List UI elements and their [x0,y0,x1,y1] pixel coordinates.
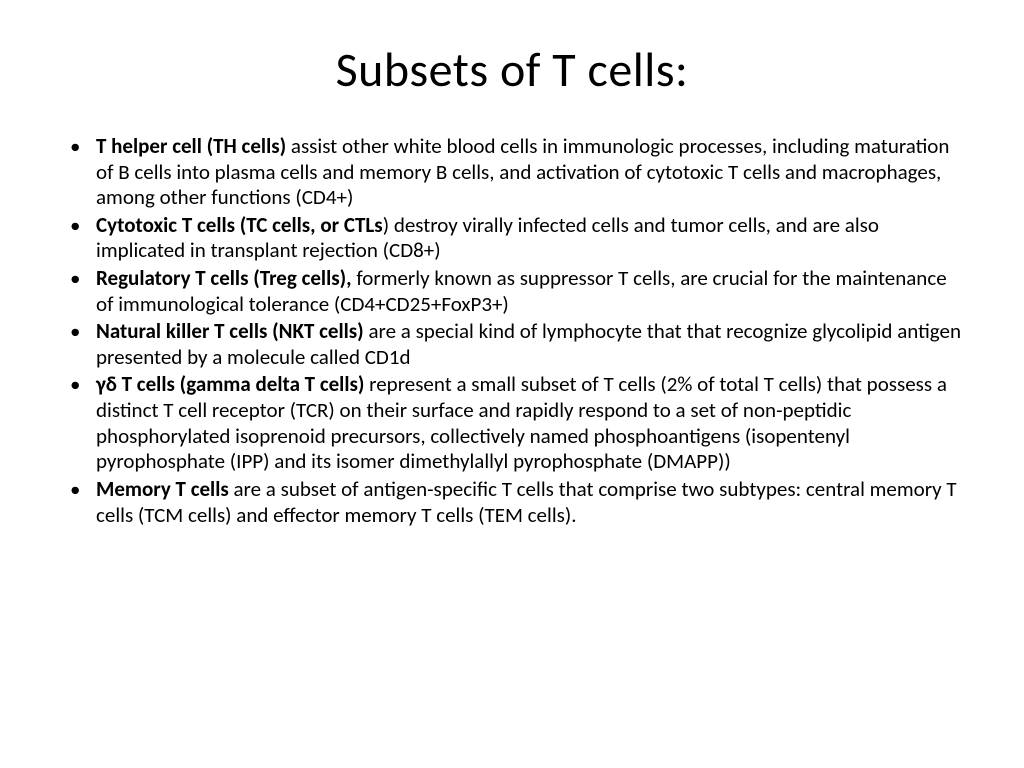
bullet-bold-text: Memory T cells [96,476,229,502]
bullet-bold-text: γδ T cells (gamma delta T cells) [96,371,364,397]
slide-title: Subsets of T cells: [60,40,964,99]
list-item: Cytotoxic T cells (TC cells, or CTLs) de… [60,213,964,264]
bullet-bold-text: Natural killer T cells (NKT cells) [96,318,364,344]
bullet-bold-text: T helper cell (TH cells) [96,133,286,159]
bullet-bold-text: Cytotoxic T cells (TC cells, or CTLs [96,212,383,238]
bullet-list: T helper cell (TH cells) assist other wh… [60,134,964,528]
list-item: T helper cell (TH cells) assist other wh… [60,134,964,211]
list-item: Regulatory T cells (Treg cells), formerl… [60,266,964,317]
list-item: γδ T cells (gamma delta T cells) represe… [60,372,964,474]
list-item: Natural killer T cells (NKT cells) are a… [60,319,964,370]
list-item: Memory T cells are a subset of antigen-s… [60,477,964,528]
bullet-bold-text: Regulatory T cells (Treg cells), [96,265,352,291]
